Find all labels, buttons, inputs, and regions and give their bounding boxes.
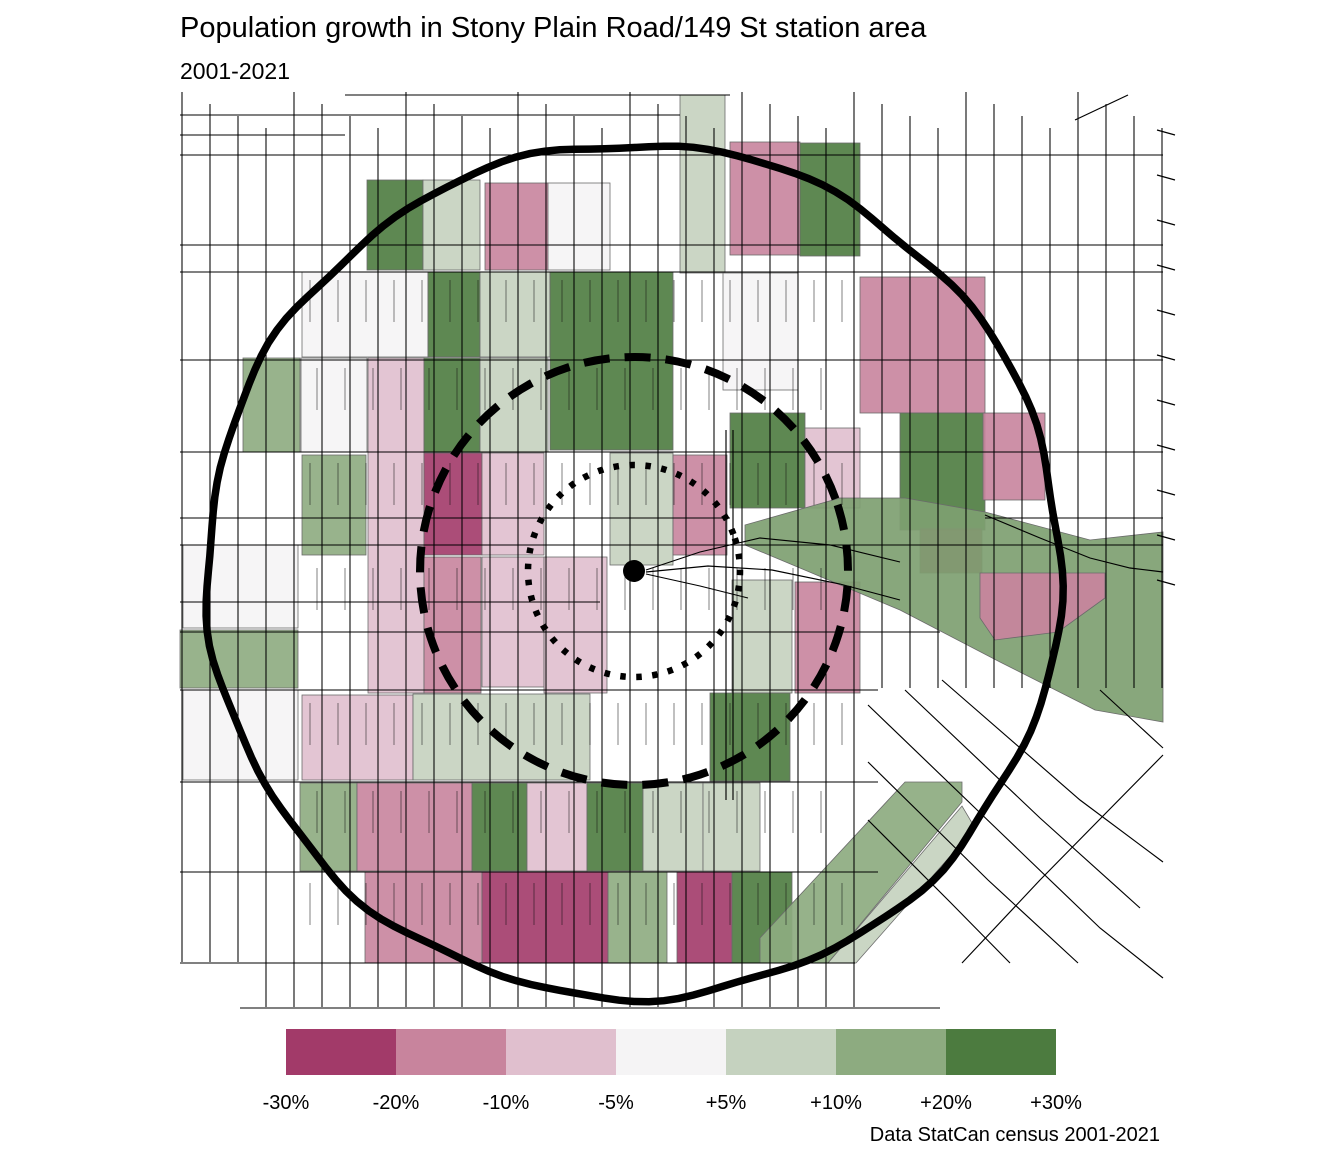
census-block	[722, 272, 799, 391]
page-title: Population growth in Stony Plain Road/14…	[180, 12, 927, 44]
road-line	[867, 704, 1164, 979]
census-block	[179, 629, 299, 689]
census-block	[423, 452, 483, 556]
census-block	[301, 694, 414, 781]
census-block	[423, 556, 482, 694]
road-line	[1156, 579, 1176, 586]
census-block	[367, 357, 425, 694]
road-network-layer	[180, 92, 1176, 1009]
road-line	[1099, 689, 1164, 749]
data-source-caption: Data StatCan census 2001-2021	[869, 1124, 1160, 1146]
road-line	[1156, 354, 1176, 361]
census-block	[794, 581, 861, 694]
legend-color-scale	[286, 1029, 1056, 1075]
road-line	[645, 573, 749, 599]
radius-ring-middle-dashed	[416, 353, 852, 789]
census-block	[586, 782, 644, 872]
road-line	[904, 689, 1141, 909]
census-block	[479, 357, 549, 453]
road-line	[645, 565, 901, 601]
road-line	[1156, 309, 1176, 316]
page-subtitle: 2001-2021	[180, 58, 290, 84]
census-block	[484, 182, 549, 271]
census-block	[356, 782, 473, 872]
radius-rings-layer	[202, 142, 1067, 1006]
road-line	[1156, 264, 1176, 271]
census-block	[300, 357, 368, 453]
census-block	[471, 782, 528, 872]
road-line	[1156, 129, 1176, 136]
census-block	[427, 271, 481, 358]
census-block	[549, 271, 674, 451]
road-line	[867, 761, 1079, 964]
census-block	[301, 454, 367, 556]
legend-label: -20%	[372, 1092, 420, 1114]
legend-label: -30%	[262, 1092, 310, 1114]
legend-swatch-g2	[836, 1029, 946, 1075]
road-line	[1074, 94, 1129, 121]
radius-ring-inner-dotted	[524, 461, 744, 681]
legend-swatch-n	[616, 1029, 726, 1075]
legend-label: +20%	[920, 1092, 972, 1114]
legend-swatch-m2	[396, 1029, 506, 1075]
road-line	[1156, 444, 1176, 451]
legend-label: +30%	[1030, 1092, 1082, 1114]
legend-label: +5%	[705, 1092, 747, 1114]
census-block	[547, 182, 611, 271]
census-block	[479, 271, 551, 358]
legend-label: +10%	[810, 1092, 862, 1114]
census-block	[366, 179, 424, 271]
road-line	[867, 819, 1011, 964]
radius-ring-outer-solid	[202, 142, 1067, 1006]
census-block	[731, 579, 793, 694]
road-line	[645, 537, 901, 571]
road-line	[1156, 399, 1176, 406]
census-block	[423, 357, 481, 453]
road-line	[941, 679, 1164, 863]
census-block	[543, 556, 608, 694]
legend-swatch-g3	[946, 1029, 1056, 1075]
census-block	[481, 871, 609, 964]
legend-label: -5%	[598, 1092, 634, 1114]
legend-swatch-m1	[506, 1029, 616, 1075]
road-line	[1156, 489, 1176, 496]
census-block	[182, 544, 299, 629]
legend-label: -10%	[482, 1092, 530, 1114]
census-block	[526, 782, 588, 872]
station-dot	[623, 560, 645, 582]
census-block	[299, 782, 358, 872]
census-block	[679, 94, 726, 274]
census-block	[702, 782, 761, 872]
legend-labels: -30% -20% -10% -5% +5% +10% +20% +30%	[0, 1092, 1344, 1118]
legend-swatch-g1	[726, 1029, 836, 1075]
station-marker-layer	[623, 560, 645, 582]
census-block	[676, 871, 733, 964]
census-blocks-layer	[179, 94, 1164, 964]
legend-swatch-m3	[286, 1029, 396, 1075]
road-line	[1156, 219, 1176, 226]
road-line	[984, 514, 1164, 573]
road-line	[1156, 174, 1176, 181]
road-line	[1156, 534, 1176, 541]
road-line	[961, 754, 1164, 964]
census-block	[642, 782, 704, 872]
census-block	[481, 452, 545, 556]
census-block	[709, 692, 791, 782]
